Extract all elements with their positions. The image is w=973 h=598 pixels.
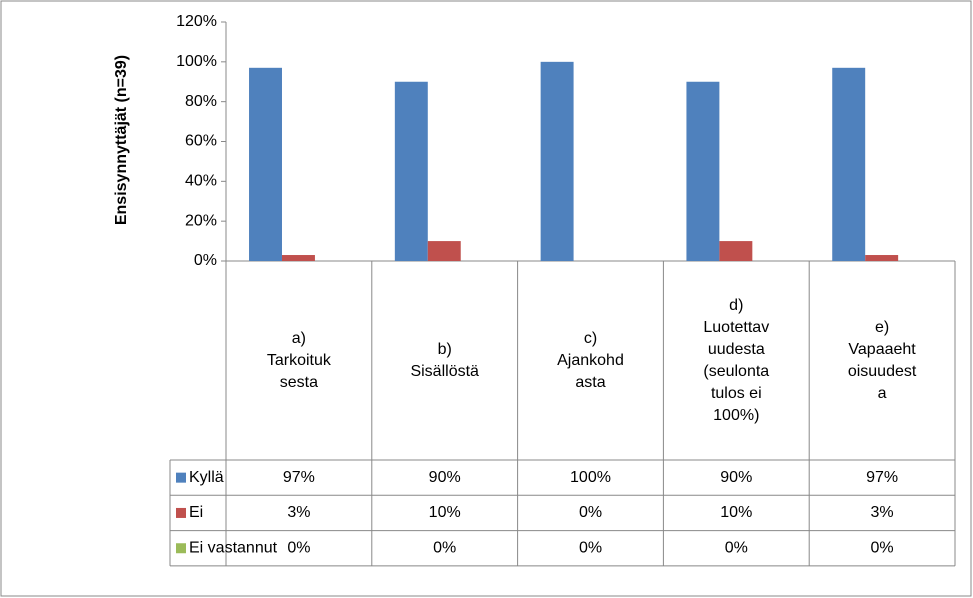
table-value: 10% xyxy=(720,504,752,521)
table-value: 0% xyxy=(725,539,748,556)
bar xyxy=(281,255,315,261)
category-label: b) Sisällöstä xyxy=(410,340,479,380)
table-value: 0% xyxy=(579,539,602,556)
category-label: e) Vapaaeht oisuudest a xyxy=(847,318,917,402)
bar xyxy=(249,67,282,261)
table-value: 0% xyxy=(871,539,894,556)
y-tick-label: 120% xyxy=(176,13,217,30)
bar xyxy=(719,241,753,261)
bar xyxy=(832,67,866,261)
legend-label: Kyllä xyxy=(189,469,224,486)
bar xyxy=(427,241,461,261)
table-value: 0% xyxy=(579,504,602,521)
legend-label: Ei xyxy=(189,504,203,521)
table-value: 0% xyxy=(433,539,456,556)
table-value: 90% xyxy=(720,469,752,486)
y-tick-label: 0% xyxy=(194,252,217,269)
bar xyxy=(394,81,428,261)
bar xyxy=(865,255,899,261)
category-label: a) Tarkoituk sesta xyxy=(266,329,331,391)
y-tick-label: 60% xyxy=(185,133,217,150)
y-tick-label: 20% xyxy=(185,212,217,229)
table-value: 10% xyxy=(429,504,461,521)
table-value: 90% xyxy=(429,469,461,486)
bar xyxy=(686,81,720,261)
legend-key xyxy=(176,507,186,518)
legend-key xyxy=(176,472,186,483)
table-value: 100% xyxy=(570,469,611,486)
y-axis-label: Ensisynnyttäjät (n=39) xyxy=(113,55,130,225)
category-label: c) Ajankohd asta xyxy=(557,329,624,391)
legend-key xyxy=(176,543,186,554)
y-tick-label: 80% xyxy=(185,93,217,110)
y-tick-label: 40% xyxy=(185,173,217,190)
category-label: d) Luotettav uudesta (seulonta tulos ei … xyxy=(703,296,770,424)
table-value: 3% xyxy=(287,504,310,521)
table-value: 3% xyxy=(871,504,894,521)
table-value: 0% xyxy=(287,539,310,556)
legend-label: Ei vastannut xyxy=(189,539,278,556)
bar xyxy=(540,61,574,262)
y-tick-label: 100% xyxy=(176,53,217,70)
table-value: 97% xyxy=(283,469,315,486)
table-value: 97% xyxy=(866,469,898,486)
